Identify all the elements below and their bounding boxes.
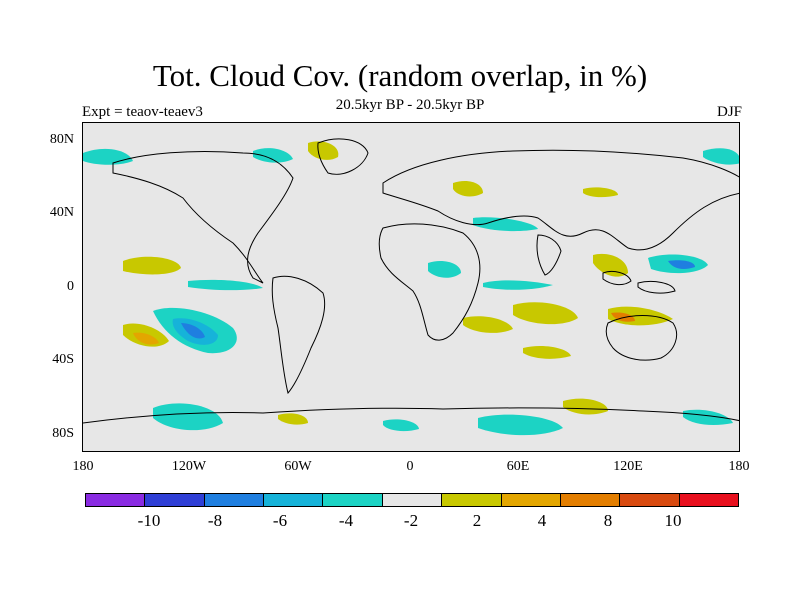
map-title: Tot. Cloud Cov. (random overlap, in %) — [152, 58, 648, 93]
colorbar-label: 10 — [664, 511, 682, 530]
anomaly-patch — [308, 141, 339, 160]
anomaly-patch — [703, 148, 739, 165]
anomaly-patch — [563, 398, 608, 415]
colorbar-cell — [442, 494, 502, 506]
colorbar-cell — [560, 494, 621, 506]
colorbar-label: -4 — [338, 511, 354, 530]
anomaly-patch — [668, 260, 695, 269]
anomaly-patch — [513, 302, 578, 325]
colorbar-cell — [323, 494, 383, 506]
lat-label: 0 — [67, 279, 74, 294]
colorbar-cell — [145, 494, 205, 506]
lat-label: 80S — [52, 426, 74, 441]
lat-label: 40S — [52, 352, 74, 367]
anomaly-patch — [593, 253, 628, 277]
anomaly-patch — [483, 280, 553, 290]
colorbar-cell — [382, 494, 443, 506]
anomaly-patch — [683, 409, 733, 425]
colorbar-cell — [204, 494, 265, 506]
anomaly-patch — [253, 148, 293, 163]
colorbar-cell — [620, 494, 680, 506]
season-label: DJF — [716, 104, 742, 120]
anomaly-patch — [123, 256, 181, 275]
colorbar-cell — [679, 494, 738, 506]
colorbar-label: -6 — [272, 511, 288, 530]
lon-label: 120W — [171, 459, 207, 474]
anomaly-patch — [583, 187, 618, 198]
colorbar-label: 2 — [472, 511, 482, 530]
experiment-label: Expt = teaov-teaev3 — [82, 104, 203, 120]
colorbar — [85, 493, 739, 507]
anomaly-patch — [278, 413, 308, 425]
anomaly-patch — [463, 316, 513, 333]
colorbar-cell — [86, 494, 146, 506]
anomaly-patch — [473, 217, 538, 232]
lat-label: 80N — [49, 132, 74, 147]
colorbar-label: 4 — [537, 511, 547, 530]
lon-label: 180 — [72, 459, 94, 474]
anomaly-patch — [428, 261, 461, 278]
lon-label: 60E — [506, 459, 530, 474]
map-panel — [82, 122, 740, 452]
colorbar-label: 8 — [603, 511, 613, 530]
coastlines — [83, 138, 739, 424]
anomaly-patch — [133, 332, 159, 345]
colorbar-label: -2 — [403, 511, 419, 530]
anomaly-patch — [188, 279, 263, 291]
anomaly-patch — [181, 323, 205, 339]
anomaly-patch — [478, 414, 563, 436]
lon-label: 0 — [406, 459, 414, 474]
colorbar-label: -8 — [207, 511, 223, 530]
colorbar-label: -10 — [137, 511, 161, 530]
lon-label: 120E — [613, 459, 643, 474]
anomaly-patch — [453, 181, 483, 197]
lon-label: 60W — [284, 459, 312, 474]
anomaly-patch — [153, 403, 223, 431]
lon-label: 180 — [728, 459, 750, 474]
map-field — [83, 138, 739, 436]
anomaly-patch — [523, 345, 571, 359]
colorbar-cell — [501, 494, 561, 506]
anomaly-patch — [83, 148, 133, 165]
lat-label: 40N — [49, 205, 74, 220]
anomaly-patch — [611, 312, 635, 322]
map-subtitle: 20.5kyr BP - 20.5kyr BP — [335, 97, 485, 113]
anomaly-patch — [383, 419, 419, 432]
colorbar-cell — [264, 494, 324, 506]
anomaly-patches — [83, 141, 739, 436]
